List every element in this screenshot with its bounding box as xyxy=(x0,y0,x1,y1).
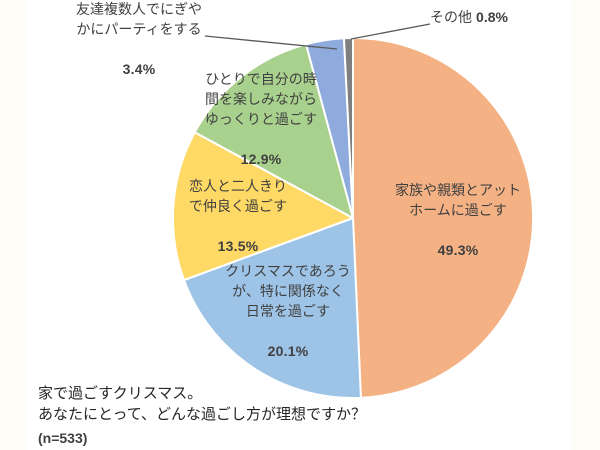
pie-slice-3 xyxy=(193,43,354,219)
caption-line1: 家で過ごすクリスマス。 xyxy=(38,385,203,402)
label-other-text: その他 xyxy=(430,9,473,25)
caption-line2: あなたにとって、どんな過ごし方が理想ですか？ xyxy=(38,406,367,423)
pie-slice-1 xyxy=(183,217,362,399)
sample-size: (n=533) xyxy=(38,430,88,446)
chart-caption: 家で過ごすクリスマス。 あなたにとって、どんな過ごし方が理想ですか？ (n=53… xyxy=(38,383,366,449)
label-other: その他 0.8% xyxy=(430,7,508,27)
page-margin-right xyxy=(570,0,600,450)
pie-slices xyxy=(172,37,535,399)
leader-line-friends xyxy=(204,35,338,50)
page-margin-left xyxy=(0,0,26,450)
label-other-pct: 0.8% xyxy=(476,9,508,25)
pie-slice-2 xyxy=(172,131,354,282)
pie-slice-0 xyxy=(352,37,535,399)
leader-line-other xyxy=(350,23,431,40)
